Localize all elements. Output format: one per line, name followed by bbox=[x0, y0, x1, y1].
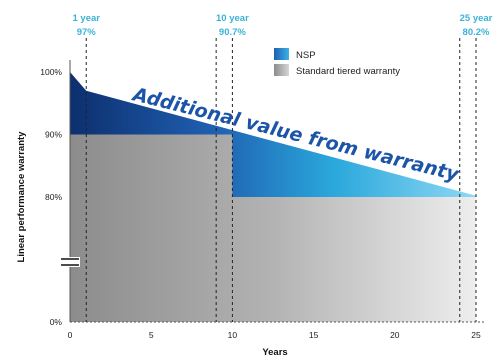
y-tick-labels: 100% 90% 80% 0% bbox=[40, 67, 62, 327]
y-axis-break bbox=[60, 257, 80, 267]
top-annotations: 1 year 97% 10 year 90.7% 25 year 80.2% bbox=[72, 13, 492, 38]
x-tick-5: 5 bbox=[149, 330, 154, 340]
legend: NSP Standard tiered warranty bbox=[274, 48, 400, 77]
annotation-value-10: 90.7% bbox=[219, 27, 246, 38]
x-tick-10: 10 bbox=[228, 330, 238, 340]
y-axis-title: Linear performance warranty bbox=[16, 131, 27, 263]
annotation-year-25: 25 year bbox=[460, 13, 493, 24]
y-tick-80: 80% bbox=[45, 192, 62, 202]
annotation-value-25: 80.2% bbox=[463, 27, 490, 38]
y-tick-100: 100% bbox=[40, 67, 62, 77]
x-tick-labels: 0 5 10 15 20 25 bbox=[68, 330, 481, 340]
legend-label-nsp: NSP bbox=[296, 50, 316, 61]
x-axis-title: Years bbox=[262, 347, 287, 358]
legend-swatch-standard bbox=[274, 64, 289, 76]
legend-label-standard: Standard tiered warranty bbox=[296, 66, 400, 77]
annotation-year-10: 10 year bbox=[216, 13, 249, 24]
legend-swatch-nsp bbox=[274, 48, 289, 60]
x-tick-15: 15 bbox=[309, 330, 319, 340]
annotation-value-1: 97% bbox=[77, 27, 97, 38]
y-tick-90: 90% bbox=[45, 130, 62, 140]
annotation-year-1: 1 year bbox=[72, 13, 100, 24]
x-tick-0: 0 bbox=[68, 330, 73, 340]
x-tick-25: 25 bbox=[471, 330, 481, 340]
x-tick-20: 20 bbox=[390, 330, 400, 340]
y-tick-0: 0% bbox=[50, 317, 63, 327]
